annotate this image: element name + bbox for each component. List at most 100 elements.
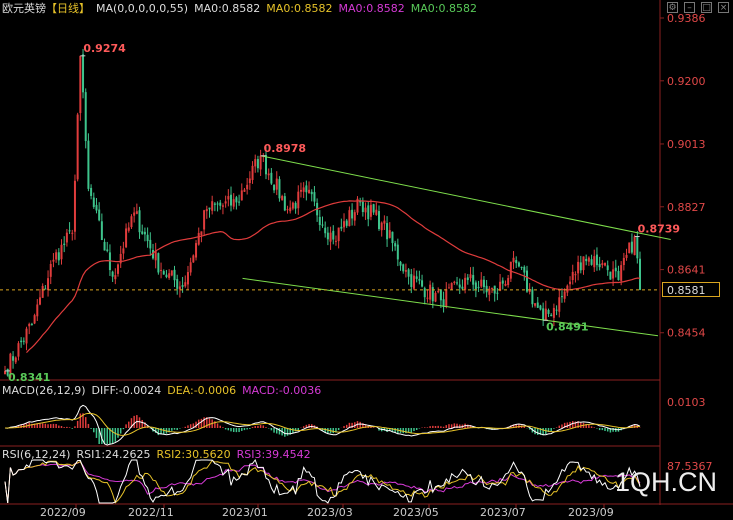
candle-body	[135, 211, 138, 214]
candle-body	[504, 283, 507, 286]
candle-body	[133, 212, 136, 216]
candle-body	[151, 249, 154, 259]
candle-body	[302, 187, 305, 192]
candle-body	[378, 211, 381, 230]
candle-body	[205, 209, 208, 212]
candle-body	[560, 296, 563, 298]
macd-indicator-name[interactable]: MACD(26,12,9)	[2, 384, 86, 397]
candle-body	[318, 216, 321, 225]
candle-body	[590, 259, 593, 265]
candle-body	[429, 284, 432, 300]
candle-body	[461, 286, 464, 289]
candle-body	[364, 207, 367, 213]
candle-body	[100, 221, 103, 241]
candle-body	[402, 264, 405, 272]
candle-body	[566, 285, 569, 293]
candle-body	[154, 250, 157, 261]
candle-body	[71, 232, 74, 234]
candle-body	[170, 270, 173, 276]
candle-body	[197, 232, 200, 245]
candle-body	[173, 269, 176, 281]
candle-body	[52, 259, 55, 262]
candle-body	[614, 267, 617, 272]
candle-body	[574, 274, 577, 276]
candle-body	[305, 185, 308, 193]
candle-body	[232, 199, 235, 207]
candle-body	[421, 280, 424, 287]
candle-body	[464, 277, 467, 290]
minimize-icon[interactable]: –	[684, 2, 695, 13]
candle-body	[509, 261, 512, 279]
candle-body	[528, 289, 531, 292]
candle-body	[604, 263, 607, 266]
candle-body	[79, 55, 82, 114]
candle-body	[308, 189, 311, 194]
y-tick-label: 0.8641	[667, 264, 706, 277]
candle-body	[55, 252, 58, 260]
y-tick-label: 0.8827	[667, 201, 706, 214]
candle-body	[162, 271, 165, 275]
candle-body	[106, 249, 109, 251]
ma0-value-2: MA0:0.8582	[266, 2, 333, 15]
candle-body	[248, 178, 251, 184]
candle-body	[181, 285, 184, 287]
candle-body	[396, 244, 399, 260]
candle-body	[351, 209, 354, 219]
candle-body	[149, 239, 152, 249]
close-icon[interactable]: ×	[718, 2, 729, 13]
candle-body	[595, 254, 598, 266]
candle-body	[469, 274, 472, 279]
candle-body	[254, 159, 257, 167]
candle-body	[38, 297, 41, 305]
ma0-value-1: MA0:0.8582	[194, 2, 261, 15]
candle-body	[36, 304, 39, 317]
candle-body	[423, 288, 426, 298]
candle-body	[238, 201, 241, 203]
channel-upper-line	[260, 155, 671, 241]
candle-body	[264, 154, 267, 175]
candle-body	[542, 308, 545, 321]
candle-body	[65, 232, 68, 243]
macd-y-tick-label: 0.0103	[667, 396, 706, 409]
candle-body	[127, 227, 130, 231]
candle-body	[485, 285, 488, 293]
candle-body	[391, 231, 394, 244]
candle-body	[399, 261, 402, 266]
ma55-line	[26, 200, 641, 354]
candle-body	[633, 236, 636, 256]
settings-icon[interactable]: ⚙	[667, 2, 678, 13]
candle-body	[356, 198, 359, 213]
maximize-icon[interactable]: □	[701, 2, 712, 13]
candle-body	[184, 282, 187, 287]
candle-body	[294, 202, 297, 209]
candle-body	[240, 190, 243, 201]
candle-body	[442, 299, 445, 307]
candle-body	[593, 256, 596, 268]
candle-body	[372, 204, 375, 213]
x-tick-label: 2022/11	[128, 506, 174, 519]
candle-body	[536, 302, 539, 308]
x-tick-label: 2023/07	[480, 506, 526, 519]
period-label[interactable]: 【日线】	[46, 2, 90, 15]
candle-body	[407, 269, 410, 277]
candle-body	[90, 187, 93, 196]
candle-body	[488, 288, 491, 295]
candle-body	[617, 270, 620, 281]
candle-body	[278, 179, 281, 199]
candle-body	[92, 197, 95, 207]
y-tick-label: 0.9013	[667, 138, 706, 151]
candle-body	[130, 216, 133, 228]
candle-body	[117, 264, 120, 274]
symbol-name: 欧元英镑	[2, 2, 46, 15]
candle-body	[160, 269, 163, 271]
candle-body	[343, 221, 346, 228]
candle-body	[622, 257, 625, 266]
candle-body	[491, 287, 494, 289]
candle-body	[434, 292, 437, 302]
candle-body	[17, 343, 20, 357]
candle-body	[63, 243, 66, 245]
ma-indicator-label[interactable]: MA(0,0,0,0,0,55)	[96, 2, 189, 15]
rsi-indicator-name[interactable]: RSI(6,12,24)	[2, 448, 71, 461]
candle-body	[569, 281, 572, 285]
